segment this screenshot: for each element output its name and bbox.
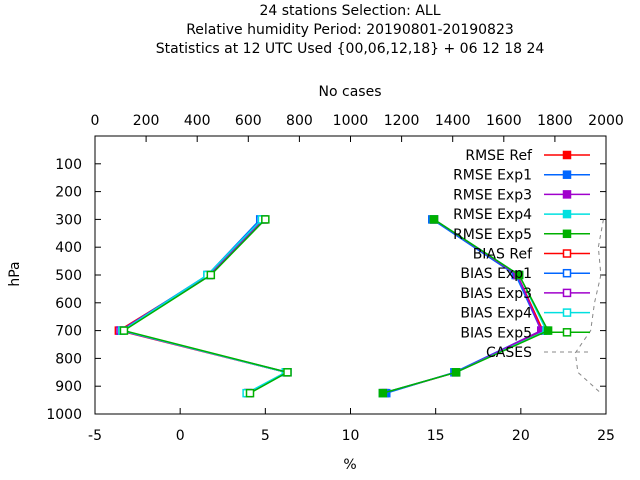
data-point-bias-exp5 xyxy=(206,270,216,280)
legend-label-rmse-exp3: RMSE Exp3 xyxy=(453,187,532,203)
legend-marker-bias-exp1 xyxy=(562,268,572,278)
data-point-rmse-exp5 xyxy=(378,388,388,398)
top-tick-label: 600 xyxy=(235,113,262,129)
legend-marker-bias-exp5 xyxy=(562,328,572,337)
legend-label-bias-exp3: BIAS Exp3 xyxy=(460,286,532,302)
x-tick-label: 0 xyxy=(176,428,185,444)
legend: RMSE Ref RMSE Exp1 RMSE Exp3 RMSE Exp4 RMSE … xyxy=(453,148,590,361)
data-point-rmse-exp5 xyxy=(543,326,553,335)
y-tick-label: 400 xyxy=(55,240,82,256)
legend-marker-rmse-exp3 xyxy=(562,190,572,199)
x-tick-label: -5 xyxy=(88,428,102,444)
legend-label-rmse-exp5: RMSE Exp5 xyxy=(453,227,532,243)
y-tick-label: 800 xyxy=(55,351,82,367)
data-point-bias-exp5 xyxy=(119,326,129,335)
top-tick-label: 1000 xyxy=(333,113,369,129)
y-tick-label: 700 xyxy=(55,324,82,340)
legend-marker-rmse-exp1 xyxy=(562,170,572,179)
legend-label-rmse-exp1: RMSE Exp1 xyxy=(453,168,532,184)
top-axis-label: No cases xyxy=(319,84,382,100)
y-tick-label: 500 xyxy=(55,268,82,284)
y-tick-label: 200 xyxy=(55,185,82,201)
legend-label-bias-exp1: BIAS Exp1 xyxy=(460,266,532,282)
y-axis-label: hPa xyxy=(7,261,23,286)
top-tick-label: 1200 xyxy=(384,113,420,129)
data-point-bias-exp5 xyxy=(245,388,255,398)
data-point-rmse-exp5 xyxy=(514,270,524,280)
top-tick-label: 400 xyxy=(184,113,211,129)
legend-marker-bias-exp3 xyxy=(562,288,572,298)
legend-marker-rmse-ref xyxy=(562,150,572,160)
data-point-rmse-exp5 xyxy=(451,368,461,377)
top-tick-label: 800 xyxy=(286,113,313,129)
top-tick-label: 1800 xyxy=(537,113,573,129)
legend-label-bias-ref: BIAS Ref xyxy=(473,247,533,263)
x-axis-label: % xyxy=(343,457,356,473)
legend-marker-bias-ref xyxy=(562,249,572,258)
series-layer xyxy=(114,215,553,398)
x-tick-label: 5 xyxy=(261,428,270,444)
cases-layer xyxy=(574,219,604,394)
series-line-bias-exp3 xyxy=(118,218,288,394)
top-tick-label: 200 xyxy=(133,113,160,129)
title-line-1: 24 stations Selection: ALL xyxy=(259,3,440,19)
top-tick-label: 0 xyxy=(91,113,100,129)
y-tick-label: 300 xyxy=(55,212,82,228)
title-line-2: Relative humidity Period: 20190801-20190… xyxy=(186,22,514,38)
data-point-bias-exp5 xyxy=(283,368,292,377)
top-tick-label: 2000 xyxy=(588,113,624,129)
data-point-rmse-exp5 xyxy=(429,215,439,224)
legend-label-bias-exp4: BIAS Exp4 xyxy=(460,306,532,322)
y-tick-label: 900 xyxy=(55,379,82,395)
legend-marker-rmse-exp4 xyxy=(562,209,572,219)
y-tick-label: 600 xyxy=(55,296,82,312)
title-line-3: Statistics at 12 UTC Used {00,06,12,18} … xyxy=(156,41,545,57)
legend-label-rmse-ref: RMSE Ref xyxy=(465,148,533,164)
x-tick-label: 10 xyxy=(342,428,360,444)
legend-label-cases: CASES xyxy=(486,345,532,361)
legend-marker-bias-exp4 xyxy=(562,308,572,317)
top-tick-label: 1400 xyxy=(435,113,471,129)
series-line-bias-exp4 xyxy=(120,218,288,394)
cases-line xyxy=(574,219,604,394)
series-line-bias-ref xyxy=(116,218,288,394)
y-tick-label: 1000 xyxy=(46,407,82,423)
legend-marker-rmse-exp5 xyxy=(562,229,572,239)
legend-label-bias-exp5: BIAS Exp5 xyxy=(460,325,532,341)
x-tick-label: 25 xyxy=(597,428,615,444)
top-tick-label: 1600 xyxy=(486,113,522,129)
x-tick-label: 20 xyxy=(512,428,530,444)
data-point-bias-exp5 xyxy=(261,215,270,224)
y-tick-label: 100 xyxy=(55,157,82,173)
axis-ticks: -5 0 5 10 15 20 25 0 200 400 600 800 1000 1200 1400 160… xyxy=(46,113,623,444)
x-tick-label: 15 xyxy=(427,428,445,444)
legend-label-rmse-exp4: RMSE Exp4 xyxy=(453,207,532,223)
